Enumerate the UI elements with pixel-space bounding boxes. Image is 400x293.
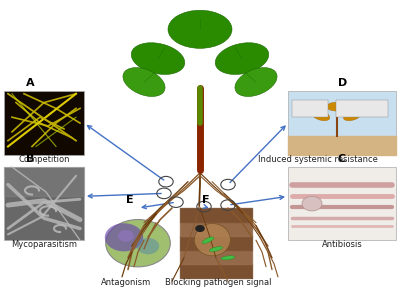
Text: C: C xyxy=(338,154,346,164)
Bar xyxy=(180,208,252,278)
Circle shape xyxy=(105,223,143,251)
Ellipse shape xyxy=(194,224,230,256)
Text: A: A xyxy=(26,78,35,88)
Text: Antagonism: Antagonism xyxy=(101,278,151,287)
Circle shape xyxy=(302,196,322,211)
Circle shape xyxy=(137,238,159,254)
Circle shape xyxy=(195,225,205,232)
Bar xyxy=(336,100,388,117)
Text: F: F xyxy=(202,195,210,205)
Ellipse shape xyxy=(221,256,235,260)
Text: Blocking pathogen signal: Blocking pathogen signal xyxy=(165,278,271,287)
Ellipse shape xyxy=(168,10,232,48)
Circle shape xyxy=(118,230,134,242)
Bar xyxy=(4,91,84,155)
Text: Mycoparasitism: Mycoparasitism xyxy=(11,240,77,249)
Text: Antibiosis: Antibiosis xyxy=(322,240,362,249)
Ellipse shape xyxy=(202,237,214,243)
Ellipse shape xyxy=(312,110,330,121)
Text: Competition: Competition xyxy=(18,155,70,164)
Ellipse shape xyxy=(209,246,223,252)
Bar xyxy=(288,91,396,155)
Ellipse shape xyxy=(235,68,277,96)
Bar xyxy=(292,100,328,117)
Text: D: D xyxy=(338,78,347,88)
Bar xyxy=(4,167,84,240)
Text: B: B xyxy=(26,154,34,164)
Ellipse shape xyxy=(215,43,269,74)
Ellipse shape xyxy=(327,102,346,111)
Ellipse shape xyxy=(123,68,165,96)
Ellipse shape xyxy=(344,110,362,121)
Circle shape xyxy=(106,219,170,267)
Bar xyxy=(288,167,396,240)
Ellipse shape xyxy=(131,43,185,74)
Text: E: E xyxy=(126,195,134,205)
Text: Induced systemic resistance: Induced systemic resistance xyxy=(258,155,378,164)
